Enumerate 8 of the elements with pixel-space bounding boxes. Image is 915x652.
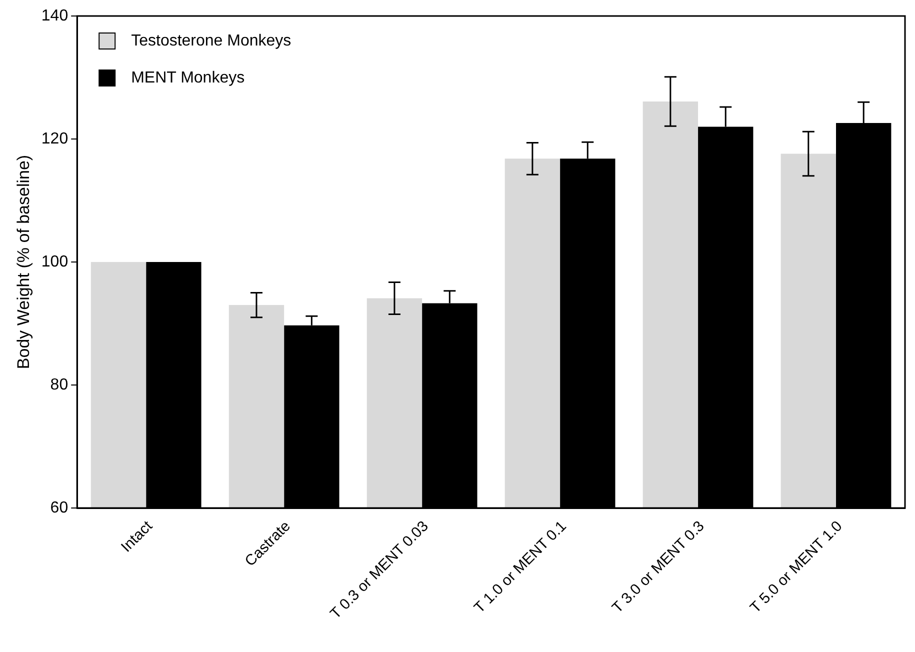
- legend-label: Testosterone Monkeys: [131, 32, 292, 50]
- y-tick-label: 120: [41, 130, 68, 148]
- y-tick-label: 100: [41, 253, 68, 270]
- legend-label: MENT Monkeys: [131, 69, 245, 86]
- y-tick-label: 80: [50, 376, 68, 394]
- y-axis-title: Body Weight (% of baseline): [14, 154, 33, 370]
- y-tick-label: 60: [50, 499, 68, 516]
- y-tick-label: 140: [41, 7, 68, 24]
